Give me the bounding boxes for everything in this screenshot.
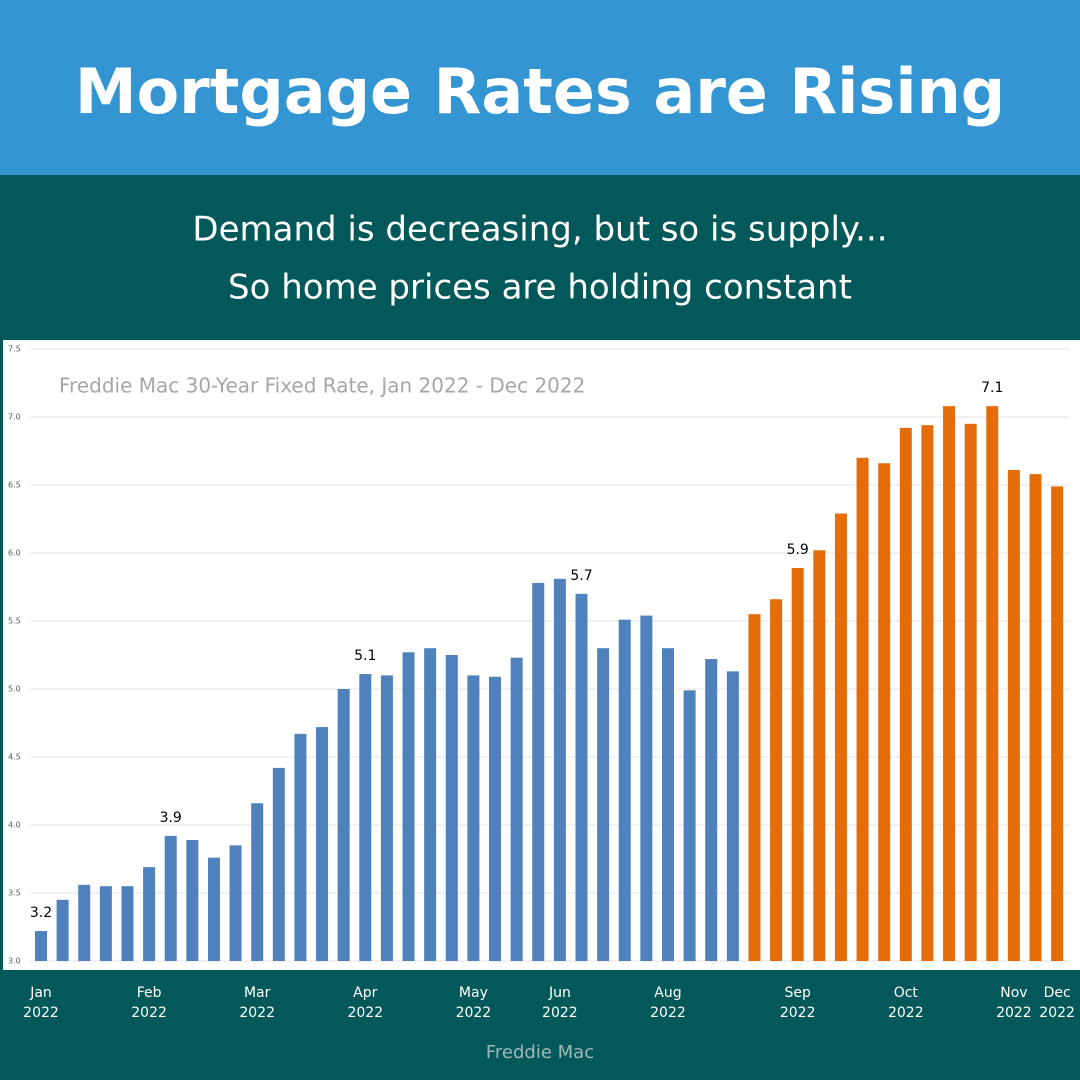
x-tick-label: Jun 2022 [542,985,578,1021]
data-label: 5.1 [354,648,376,664]
y-tick-label: 5.5 [8,617,21,626]
bar [143,867,156,961]
bar [770,599,783,961]
bar [35,931,47,961]
bar [445,655,458,961]
bar [834,513,847,961]
bar [207,857,220,961]
bar [575,593,588,961]
bar [1029,474,1042,961]
bar [964,423,977,961]
bar [380,675,393,961]
data-label: 3.9 [160,810,182,826]
bar [813,550,826,961]
bar [618,619,631,961]
x-tick-label: Dec 2022 [1039,985,1075,1021]
bar [791,567,804,961]
bar [272,767,285,961]
subtitle: Demand is decreasing, but so is supply..… [192,210,887,250]
bar [121,886,134,961]
bar [510,657,523,961]
bar [878,463,891,961]
y-tick-label: 4.5 [8,753,21,762]
header-band [0,0,1080,175]
y-tick-label: 4.0 [8,821,21,830]
bar [986,406,999,961]
x-tick-label: Aug 2022 [650,985,686,1021]
x-tick-label: Sep 2022 [779,985,816,1021]
x-tick-label: Jan 2022 [23,985,59,1021]
bar [294,733,307,961]
bar [683,690,696,961]
y-tick-label: 3.0 [8,957,21,966]
bar [186,839,199,961]
bar [467,675,480,961]
bar [597,648,610,961]
x-tick-label: Nov 2022 [996,985,1032,1021]
data-label: 5.7 [570,568,592,584]
bar [532,582,545,961]
x-tick-label: May 2022 [455,985,492,1021]
data-label: 5.9 [787,542,809,558]
data-label: 3.2 [30,905,52,921]
bar [78,884,91,961]
x-tick-label: Feb 2022 [131,985,167,1021]
bar [489,676,502,961]
y-tick-label: 7.0 [8,413,21,422]
bar [359,674,372,961]
y-tick-label: 6.5 [8,481,21,490]
bar [337,689,350,961]
x-tick-label: Mar 2022 [239,985,275,1021]
bar [99,886,112,961]
bar [921,425,934,961]
y-tick-label: 7.5 [8,345,21,354]
bar [748,614,761,961]
bar [164,835,177,961]
bar [661,648,674,961]
bar [1051,486,1064,961]
bar [726,671,739,961]
y-tick-label: 6.0 [8,549,21,558]
bar [402,652,415,961]
bar [56,899,69,961]
bar [251,803,264,961]
subtitle: So home prices are holding constant [228,268,852,308]
bar [899,427,912,961]
bar [705,659,718,961]
chart-title: Freddie Mac 30-Year Fixed Rate, Jan 2022… [59,374,585,398]
data-label: 7.1 [981,380,1003,396]
bar [856,457,869,961]
bar [424,648,437,961]
bar [943,406,956,961]
bar [229,845,242,961]
x-tick-label: Apr 2022 [347,985,384,1021]
bar [316,727,329,961]
y-tick-label: 3.5 [8,889,21,898]
bar [640,615,653,961]
bar [1007,470,1020,961]
source: Freddie Mac [486,1042,594,1063]
page-title: Mortgage Rates are Rising [75,55,1005,128]
x-tick-label: Oct 2022 [887,985,924,1021]
y-tick-label: 5.0 [8,685,21,694]
bar [553,578,566,961]
